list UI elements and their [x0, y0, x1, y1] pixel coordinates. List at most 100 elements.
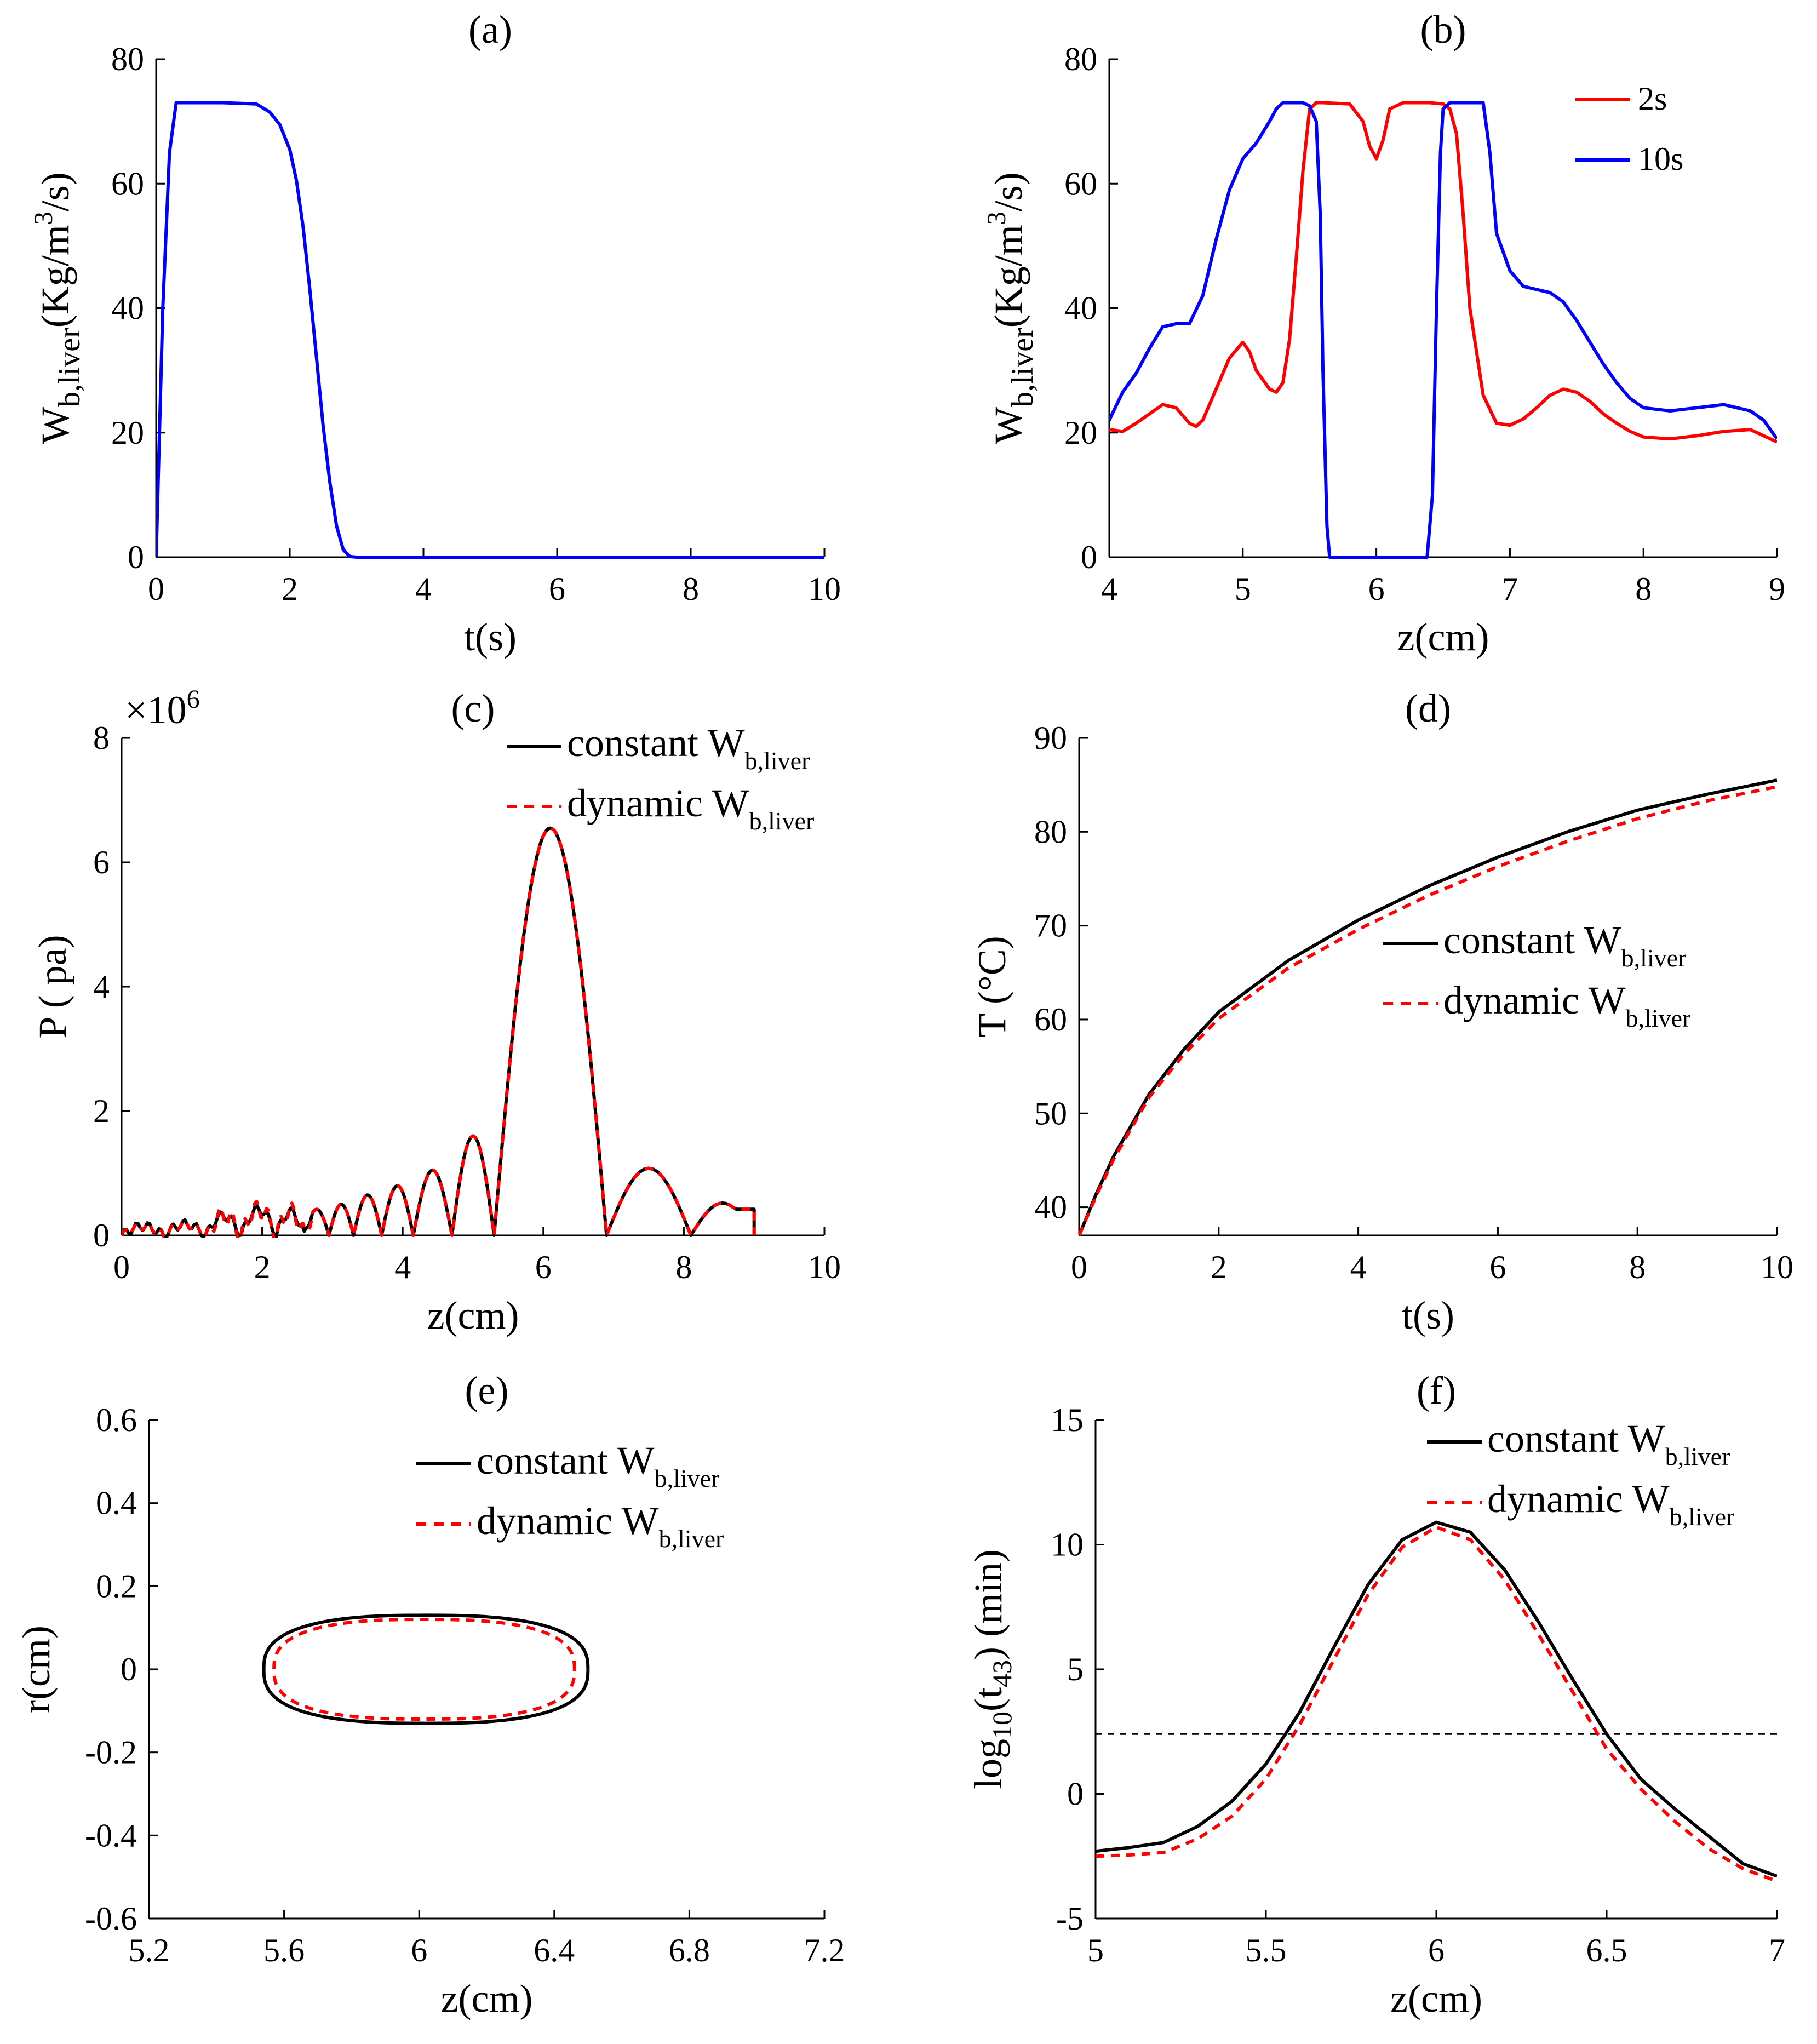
panel-b: 4 5 6 7 8 9 0 20 40 60 80 (b) z(cm) Wb,liver(Kg/m3/s)… — [982, 8, 1785, 659]
x-tick-label: 6.5 — [1586, 1932, 1627, 1968]
y-tick-label: 0 — [93, 1217, 110, 1253]
panel-title: (c) — [451, 686, 495, 730]
x-tick-label: 8 — [1629, 1249, 1646, 1285]
x-tick-label: 8 — [675, 1249, 692, 1285]
y-axis-label-part: W — [33, 407, 77, 444]
y-tick-label: 20 — [1064, 415, 1097, 451]
legend-label-part: constant W — [1443, 918, 1621, 962]
legend-label-part: b,liver — [655, 1464, 720, 1492]
x-axis-label: t(s) — [464, 615, 517, 659]
x-axis-label: z(cm) — [1397, 615, 1489, 659]
series-line-0 — [1109, 101, 1777, 444]
y-tick-label: -0.2 — [85, 1734, 137, 1771]
x-tick-label: 6 — [535, 1249, 552, 1285]
x-tick-label: 8 — [1635, 571, 1652, 607]
legend-label-part: dynamic W — [1443, 978, 1626, 1022]
legend-label-part: b,liver — [659, 1525, 724, 1553]
x-tick-label: 6.8 — [669, 1932, 710, 1968]
x-tick-label: 9 — [1769, 571, 1785, 607]
series-constant-line — [262, 1613, 590, 1725]
x-tick-label: 10 — [808, 571, 841, 607]
y-tick-label: 0 — [128, 539, 144, 575]
panel-title: (d) — [1405, 686, 1451, 730]
legend-label: constant Wb,liver — [1487, 1417, 1730, 1470]
y-tick-label: 60 — [1034, 1001, 1067, 1038]
y-axis-label-part: (Kg/m — [33, 225, 77, 328]
y-tick-label: 0 — [1067, 1776, 1084, 1812]
x-tick-label: 6 — [1428, 1932, 1445, 1968]
legend-label-part: b,liver — [1665, 1442, 1730, 1470]
series-constant-line — [122, 826, 756, 1238]
y-tick-label: 6 — [93, 844, 110, 880]
panel-e: 5.2 5.6 6 6.4 6.8 7.2 -0.6 -0.4 -0.2 0 0.2 0.4 0.6 (e… — [14, 1369, 845, 2020]
x-tick-label: 2 — [254, 1249, 271, 1285]
y-tick-label: 80 — [1034, 814, 1067, 850]
panel-title: (e) — [465, 1369, 509, 1412]
axis-multiplier: ×106 — [125, 685, 200, 732]
y-tick-label: 4 — [93, 969, 110, 1005]
x-axis-label: z(cm) — [441, 1977, 533, 2020]
y-tick-label: 0.6 — [96, 1402, 137, 1438]
y-axis-label-part: W — [987, 407, 1030, 444]
y-tick-label: 40 — [1034, 1189, 1067, 1226]
y-tick-label: 20 — [111, 415, 144, 451]
x-tick-label: 0 — [1071, 1249, 1087, 1285]
y-tick-label: 0 — [1081, 539, 1097, 575]
y-tick-label: 0.4 — [96, 1485, 137, 1521]
series-line-1 — [1109, 101, 1777, 559]
y-axis-label-part: (t — [966, 1687, 1010, 1711]
panel-d: 0 2 4 6 8 10 40 50 60 70 80 90 (d) t(s) T (°C) constant… — [970, 686, 1793, 1337]
x-tick-label: 5 — [1235, 571, 1251, 607]
y-axis-label-part: b,liver — [53, 328, 87, 407]
x-tick-label: 0 — [113, 1249, 130, 1285]
y-axis-label: r(cm) — [14, 1625, 58, 1713]
y-axis-label-part: (Kg/m — [987, 225, 1030, 328]
y-tick-label: 60 — [1064, 165, 1097, 202]
series-dynamic-line — [122, 826, 756, 1238]
x-axis-label: z(cm) — [1390, 1977, 1482, 2020]
y-tick-label: 40 — [1064, 290, 1097, 327]
x-tick-label: 6 — [1368, 571, 1385, 607]
x-tick-label: 6.4 — [534, 1932, 575, 1968]
legend-label: 10s — [1638, 141, 1683, 177]
legend-label: constant Wb,liver — [477, 1439, 719, 1492]
x-tick-label: 6 — [549, 571, 565, 607]
y-tick-label: 50 — [1034, 1095, 1067, 1131]
x-tick-label: 5.6 — [263, 1932, 305, 1968]
x-tick-label: 4 — [1101, 571, 1117, 607]
series-line-1 — [1079, 785, 1777, 1236]
x-tick-label: 7.2 — [804, 1932, 845, 1968]
y-axis-label: log10(t43) (min) — [966, 1549, 1017, 1789]
x-tick-label: 7 — [1501, 571, 1518, 607]
y-tick-label: 60 — [111, 165, 144, 202]
legend-label: constant Wb,liver — [1443, 918, 1686, 972]
x-tick-label: 0 — [148, 571, 164, 607]
axis-multiplier-part: ×10 — [125, 688, 187, 732]
series-dynamic-line — [272, 1618, 576, 1721]
legend-label-part: b,liver — [749, 807, 815, 835]
panel-title: (f) — [1417, 1369, 1456, 1412]
x-axis-label: z(cm) — [427, 1293, 519, 1337]
x-axis-label: t(s) — [1402, 1293, 1454, 1337]
panel-title: (b) — [1420, 8, 1466, 51]
panel-a: 0 2 4 6 8 10 0 20 40 60 80 (a) t(s) Wb,liver(Kg/m3/s) — [29, 8, 841, 659]
y-tick-label: -0.6 — [85, 1900, 137, 1937]
y-tick-label: 0 — [121, 1651, 137, 1687]
x-tick-label: 10 — [1761, 1249, 1793, 1285]
x-tick-label: 4 — [1350, 1249, 1367, 1285]
panel-title: (a) — [468, 8, 512, 51]
legend-label: dynamic Wb,liver — [1487, 1477, 1734, 1531]
legend-label-part: dynamic W — [567, 781, 749, 825]
legend-label-part: dynamic W — [1487, 1477, 1670, 1521]
axis-multiplier-part: 6 — [187, 685, 200, 714]
y-tick-label: 70 — [1034, 908, 1067, 944]
x-tick-label: 4 — [415, 571, 432, 607]
series-line-0 — [1096, 1520, 1777, 1878]
legend-label: constant Wb,liver — [567, 721, 810, 775]
legend-label-part: b,liver — [1670, 1503, 1735, 1531]
x-tick-label: 6 — [1489, 1249, 1506, 1285]
legend-label-part: constant W — [1487, 1417, 1665, 1461]
series-line-1 — [1096, 1525, 1777, 1883]
